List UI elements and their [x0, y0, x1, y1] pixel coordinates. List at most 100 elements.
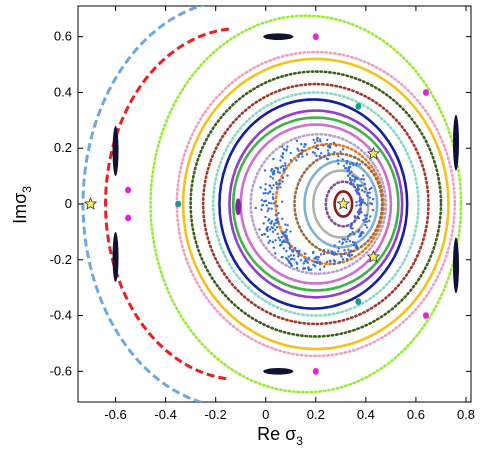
chaotic-point	[264, 191, 267, 195]
chaotic-point	[267, 207, 270, 210]
chaotic-point	[360, 177, 363, 181]
chaotic-point	[313, 152, 317, 155]
chaotic-point	[298, 152, 301, 156]
island	[263, 367, 294, 375]
chaotic-point	[353, 156, 357, 159]
chaotic-point	[275, 221, 278, 225]
chaotic-point	[364, 217, 368, 221]
chaotic-point	[289, 151, 292, 155]
orbit-layer	[81, 6, 463, 402]
chaotic-point	[272, 246, 276, 249]
chaotic-point	[314, 146, 318, 150]
chaotic-point	[295, 159, 298, 162]
invariant-curve	[324, 180, 363, 228]
chaotic-point	[363, 190, 366, 193]
chaotic-point	[364, 223, 367, 227]
y-tick-label: -0.4	[50, 308, 72, 323]
chaotic-point	[368, 196, 371, 199]
chaotic-point	[306, 261, 310, 264]
chaotic-point	[353, 175, 356, 178]
chaotic-point	[350, 249, 353, 253]
chaotic-point	[355, 200, 358, 204]
chaotic-point	[315, 154, 318, 157]
chaotic-point	[271, 193, 275, 196]
fixed-point-star	[366, 249, 381, 263]
chaotic-point	[332, 259, 336, 262]
chaotic-point	[325, 260, 329, 264]
chaotic-point	[287, 255, 290, 258]
chaotic-point	[285, 241, 289, 244]
chaotic-point	[353, 178, 357, 181]
chaotic-point	[346, 169, 349, 172]
chaotic-point	[285, 249, 288, 253]
chaotic-point	[316, 147, 320, 151]
chaotic-point	[340, 255, 343, 258]
chaotic-point	[294, 246, 297, 250]
chaotic-point	[348, 165, 352, 169]
chaotic-point	[270, 207, 273, 210]
chaotic-point	[282, 148, 286, 151]
chaotic-point	[371, 208, 375, 212]
chaotic-point	[284, 230, 287, 234]
island	[452, 237, 459, 294]
chaotic-point	[337, 155, 340, 158]
y-tick-label: 0	[65, 196, 72, 211]
chaotic-point	[363, 220, 367, 223]
chaotic-point	[339, 150, 342, 154]
chaotic-point	[276, 204, 279, 208]
chaotic-point	[270, 220, 274, 223]
chaotic-point	[273, 222, 276, 225]
chaotic-point	[341, 238, 345, 241]
chaotic-point	[267, 201, 271, 205]
chaotic-point	[285, 149, 288, 152]
invariant-curve	[249, 132, 388, 276]
chaotic-point	[359, 210, 362, 214]
chaotic-point	[279, 166, 282, 169]
chaotic-point	[277, 179, 281, 182]
chaotic-point	[280, 240, 284, 244]
chaotic-point	[353, 180, 356, 183]
chaotic-point	[326, 158, 329, 161]
chaotic-point	[322, 252, 326, 256]
chaotic-point	[358, 163, 361, 166]
y-axis-ticks: -0.6 -0.4 -0.2 0 0.2 0.4 0.6	[50, 29, 471, 378]
chaotic-point	[274, 218, 278, 222]
chaotic-point	[286, 145, 289, 148]
chaotic-point	[262, 200, 266, 203]
chaotic-point	[264, 199, 268, 203]
chaotic-point	[337, 162, 340, 165]
chaotic-point	[303, 260, 306, 263]
invariant-curve	[303, 159, 379, 249]
chaotic-point	[356, 192, 359, 195]
chaotic-point	[299, 258, 303, 262]
chaotic-point	[269, 222, 273, 225]
chaotic-point	[316, 139, 319, 143]
chaotic-point	[270, 202, 273, 205]
chaotic-point	[280, 255, 284, 259]
chaotic-point	[272, 169, 276, 173]
chaotic-point	[281, 152, 285, 155]
chaotic-point	[296, 255, 300, 258]
chaotic-point	[281, 156, 285, 159]
chaotic-point	[298, 249, 301, 252]
chaotic-point	[360, 231, 364, 234]
chaotic-point	[275, 182, 278, 186]
chaotic-point	[350, 223, 353, 227]
chaotic-point	[270, 169, 273, 172]
chaotic-point	[328, 146, 332, 149]
chaotic-point	[293, 258, 296, 261]
chaotic-point	[264, 188, 267, 191]
x-tick-label: -0.4	[154, 407, 176, 422]
chaotic-point	[282, 169, 285, 172]
chaotic-point	[361, 198, 364, 201]
chaotic-point	[354, 189, 357, 192]
chaotic-point	[284, 223, 287, 226]
chaotic-point	[290, 249, 294, 252]
chaotic-point	[330, 252, 334, 255]
invariant-curve	[181, 57, 450, 351]
chaotic-point	[284, 256, 288, 260]
chaotic-point	[316, 258, 319, 261]
chaotic-point	[295, 262, 299, 266]
y-tick-label: 0.4	[54, 84, 72, 99]
chaotic-point	[274, 213, 277, 217]
